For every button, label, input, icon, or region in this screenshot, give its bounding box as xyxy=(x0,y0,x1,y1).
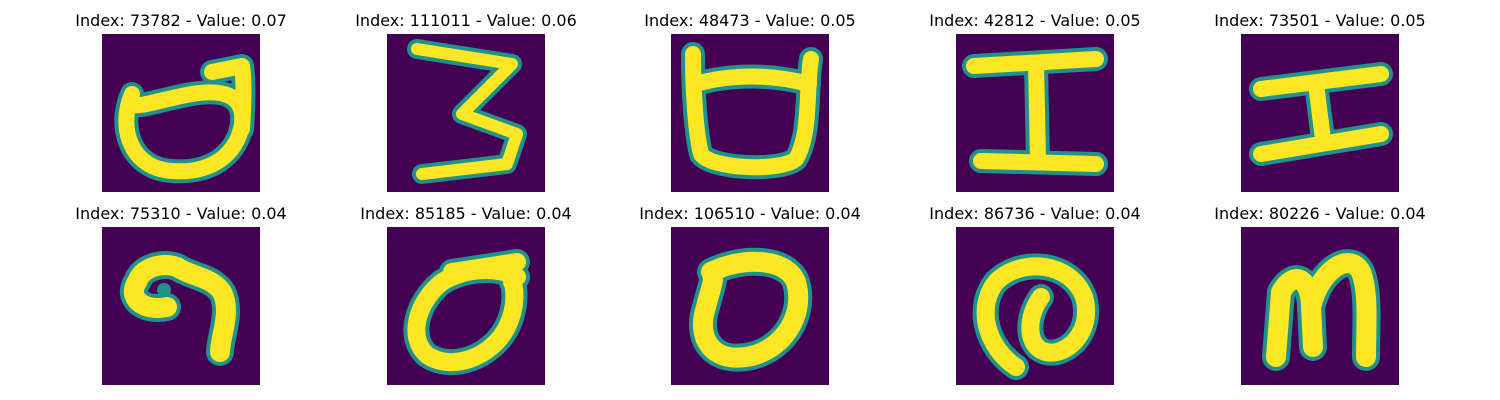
panel-3: Index: 48473 - Value: 0.05 xyxy=(620,11,880,201)
panel-6: Index: 75310 - Value: 0.04 xyxy=(51,204,311,394)
digit-image xyxy=(956,34,1114,192)
panel-title: Index: 73501 - Value: 0.05 xyxy=(1214,11,1426,30)
digit-image xyxy=(387,227,545,385)
digit-image xyxy=(102,227,260,385)
panel-title: Index: 48473 - Value: 0.05 xyxy=(644,11,856,30)
panel-2: Index: 111011 - Value: 0.06 xyxy=(336,11,596,201)
panel-title: Index: 73782 - Value: 0.07 xyxy=(75,11,287,30)
digit-image xyxy=(102,34,260,192)
digit-image xyxy=(671,227,829,385)
panel-title: Index: 86736 - Value: 0.04 xyxy=(929,204,1141,223)
panel-title: Index: 75310 - Value: 0.04 xyxy=(75,204,287,223)
digit-image xyxy=(671,34,829,192)
panel-1: Index: 73782 - Value: 0.07 xyxy=(51,11,311,201)
panel-5: Index: 73501 - Value: 0.05 xyxy=(1190,11,1450,201)
digit-image xyxy=(1241,227,1399,385)
panel-4: Index: 42812 - Value: 0.05 xyxy=(905,11,1165,201)
digit-image xyxy=(387,34,545,192)
panel-title: Index: 80226 - Value: 0.04 xyxy=(1214,204,1426,223)
digit-image xyxy=(1241,34,1399,192)
digit-image xyxy=(956,227,1114,385)
panel-9: Index: 86736 - Value: 0.04 xyxy=(905,204,1165,394)
panel-title: Index: 85185 - Value: 0.04 xyxy=(360,204,572,223)
panel-7: Index: 85185 - Value: 0.04 xyxy=(336,204,596,394)
panel-8: Index: 106510 - Value: 0.04 xyxy=(620,204,880,394)
panel-title: Index: 42812 - Value: 0.05 xyxy=(929,11,1141,30)
panel-10: Index: 80226 - Value: 0.04 xyxy=(1190,204,1450,394)
panel-title: Index: 106510 - Value: 0.04 xyxy=(639,204,861,223)
panel-title: Index: 111011 - Value: 0.06 xyxy=(355,11,577,30)
